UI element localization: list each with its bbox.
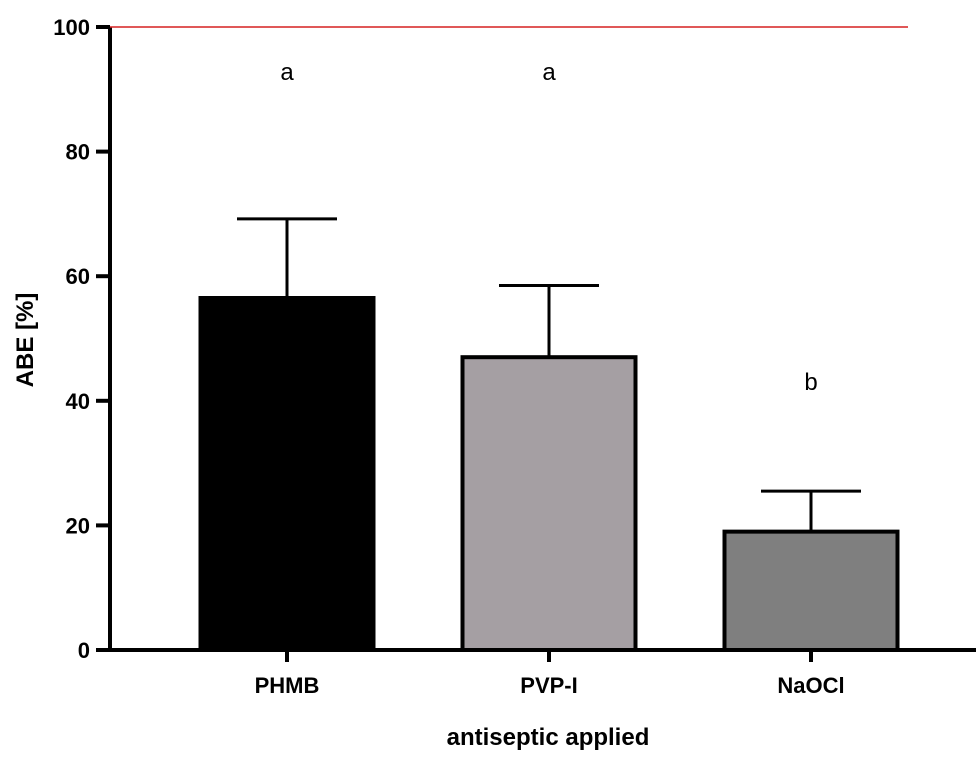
y-axis-title: ABE [%] [12, 293, 39, 388]
bar-phmb [198, 296, 376, 652]
y-tick-label: 100 [53, 15, 90, 40]
x-axis-title: antiseptic applied [447, 724, 650, 751]
significance-letter: a [542, 59, 556, 86]
y-tick-label: 20 [66, 513, 90, 538]
significance-letter: a [280, 59, 294, 86]
bar-naocl [722, 529, 900, 653]
y-tick-label: 0 [78, 638, 90, 663]
annotations-layer: a a b [280, 59, 817, 396]
y-tick-label: 60 [66, 264, 90, 289]
x-tick-label: PVP-I [520, 673, 577, 698]
y-axis: 0 20 40 60 80 100 [53, 15, 112, 663]
significance-letter: b [804, 369, 817, 396]
bars-layer [198, 217, 900, 653]
x-tick-label: NaOCl [777, 673, 844, 698]
x-tick-label: PHMB [255, 673, 320, 698]
bar-pvp-i [460, 355, 638, 652]
y-tick-label: 40 [66, 389, 90, 414]
y-tick-label: 80 [66, 140, 90, 165]
x-axis: PHMB PVP-I NaOCl [96, 648, 976, 698]
